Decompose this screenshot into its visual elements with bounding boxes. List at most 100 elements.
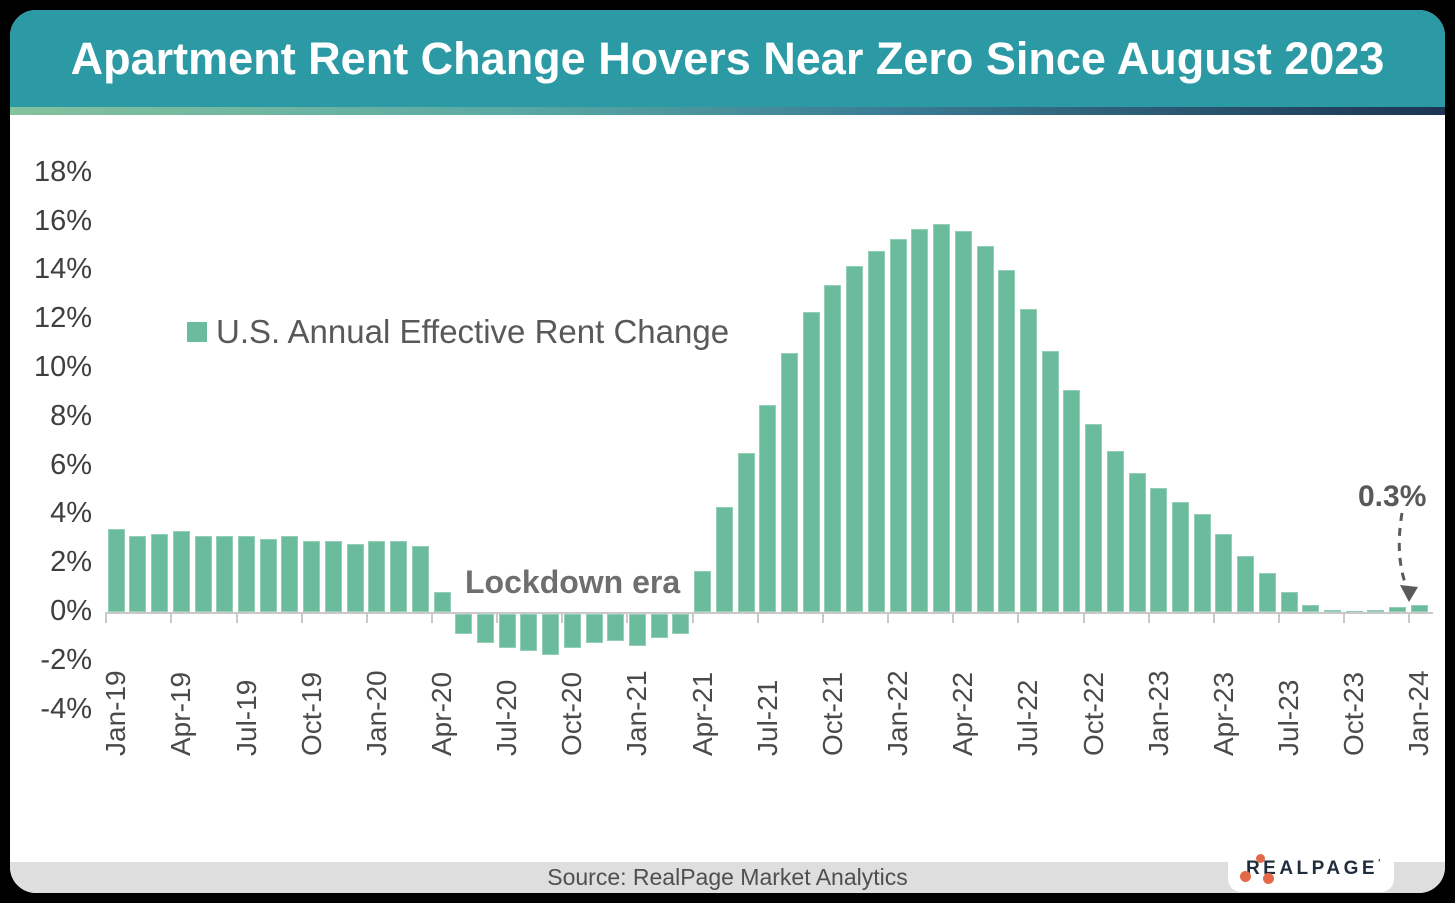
bar-Dec-19 (346, 543, 364, 612)
bar-Oct-19 (303, 541, 321, 612)
x-axis-label: Oct-21 (816, 671, 848, 756)
x-axis-tick (496, 614, 499, 623)
y-axis-label: -2% (40, 643, 92, 676)
bar-May-20 (455, 614, 473, 634)
chart-legend: U.S. Annual Effective Rent Change (187, 313, 729, 351)
x-axis-tick (235, 614, 238, 623)
bar-Sep-19 (281, 536, 299, 612)
bar-Feb-22 (911, 228, 929, 612)
realpage-logo-dots-icon (1240, 854, 1280, 884)
x-axis-tick (105, 614, 108, 623)
x-axis-label: Oct-22 (1077, 671, 1109, 756)
bar-Jul-22 (1019, 309, 1037, 612)
bar-Nov-23 (1367, 609, 1385, 612)
x-axis-label: Apr-22 (947, 671, 979, 756)
x-axis-label: Jul-22 (1012, 679, 1044, 756)
x-axis-tick (431, 614, 433, 623)
x-axis-tick (300, 614, 303, 623)
bar-Jan-23 (1150, 487, 1168, 612)
x-axis-label: Jan-24 (1403, 670, 1435, 756)
bar-Dec-22 (1128, 472, 1146, 612)
y-axis-label: 16% (33, 204, 92, 237)
x-axis-label: Jan-23 (1142, 670, 1174, 756)
bar-Jun-22 (998, 270, 1016, 612)
bar-Aug-20 (520, 614, 538, 651)
bar-May-19 (194, 536, 212, 612)
x-axis-tick (1343, 614, 1346, 623)
header-gradient-divider (10, 107, 1445, 115)
bar-Dec-23 (1389, 607, 1407, 612)
y-axis-label: 6% (50, 448, 92, 481)
y-axis-label: -4% (40, 692, 92, 725)
bar-Jun-20 (476, 614, 494, 644)
bar-Feb-20 (390, 541, 408, 612)
x-axis-tick (561, 614, 564, 623)
y-axis-label: 18% (33, 155, 92, 188)
bar-Nov-22 (1106, 450, 1124, 612)
bar-Mar-21 (672, 614, 690, 634)
x-axis-label: Apr-21 (686, 671, 718, 756)
bar-Aug-23 (1302, 604, 1320, 612)
infographic-card: Apartment Rent Change Hovers Near Zero S… (10, 10, 1445, 893)
lockdown-era-annotation: Lockdown era (465, 564, 681, 600)
legend-swatch (187, 322, 207, 342)
bar-Mar-20 (411, 546, 429, 612)
source-text: Source: RealPage Market Analytics (547, 864, 908, 890)
x-axis-tick (170, 614, 173, 623)
x-axis-tick (1212, 614, 1215, 623)
x-axis-label: Jul-23 (1273, 679, 1305, 756)
bar-Jan-19 (107, 529, 125, 612)
bar-Jan-22 (889, 238, 907, 612)
x-axis-tick (691, 614, 694, 623)
bar-Jul-20 (498, 614, 516, 649)
bar-Sep-21 (802, 311, 820, 612)
x-axis-tick (1147, 614, 1150, 623)
chart-title: Apartment Rent Change Hovers Near Zero S… (70, 32, 1385, 84)
bar-Sep-23 (1324, 609, 1342, 612)
bar-Dec-21 (867, 250, 885, 612)
x-axis-tick (365, 614, 368, 623)
bar-Apr-21 (694, 570, 712, 612)
bar-May-22 (976, 246, 994, 612)
realpage-logo: REALPAGE' (1228, 846, 1394, 892)
x-axis-label: Jan-22 (882, 670, 914, 756)
x-axis-tick (1408, 614, 1411, 623)
bar-Jun-23 (1258, 572, 1276, 612)
bar-Apr-23 (1215, 533, 1233, 612)
x-axis-label: Jul-20 (491, 679, 523, 756)
y-axis-label: 4% (50, 497, 92, 530)
bar-Apr-19 (172, 531, 190, 612)
bar-Nov-19 (324, 541, 342, 612)
bar-Aug-22 (1041, 350, 1059, 612)
y-axis-label: 2% (50, 546, 92, 579)
bar-Apr-20 (433, 592, 451, 612)
bar-Feb-19 (129, 536, 147, 612)
bar-Oct-21 (824, 285, 842, 612)
realpage-logo-text: REALPAGE' (1245, 858, 1384, 879)
x-axis-label: Apr-20 (426, 671, 457, 756)
bar-Jul-23 (1280, 592, 1298, 612)
bar-Jun-21 (737, 453, 755, 612)
x-axis-tick (1017, 614, 1020, 623)
legend-label: U.S. Annual Effective Rent Change (216, 313, 730, 350)
x-axis-label: Jul-19 (230, 679, 262, 756)
x-axis-label: Jan-21 (621, 670, 653, 756)
bar-Sep-20 (542, 614, 560, 656)
x-axis-label: Apr-23 (1207, 671, 1239, 756)
x-axis-line (105, 612, 1433, 614)
bar-Jan-21 (628, 614, 646, 646)
bar-Nov-21 (846, 265, 864, 612)
bar-Mar-19 (151, 533, 169, 612)
bar-Jul-21 (759, 404, 777, 612)
last-value-annotation: 0.3% (1358, 480, 1427, 513)
x-axis-tick (756, 614, 759, 623)
x-axis-label: Jan-19 (100, 670, 132, 756)
bar-Jul-19 (238, 536, 256, 612)
bar-Mar-22 (933, 224, 951, 612)
source-bar: Source: RealPage Market Analytics (10, 862, 1445, 893)
y-axis-label: 12% (33, 302, 92, 335)
y-axis-label: 10% (33, 351, 92, 383)
bar-Jan-20 (368, 541, 386, 612)
x-axis-tick (1278, 614, 1281, 623)
bar-Nov-20 (585, 614, 603, 644)
